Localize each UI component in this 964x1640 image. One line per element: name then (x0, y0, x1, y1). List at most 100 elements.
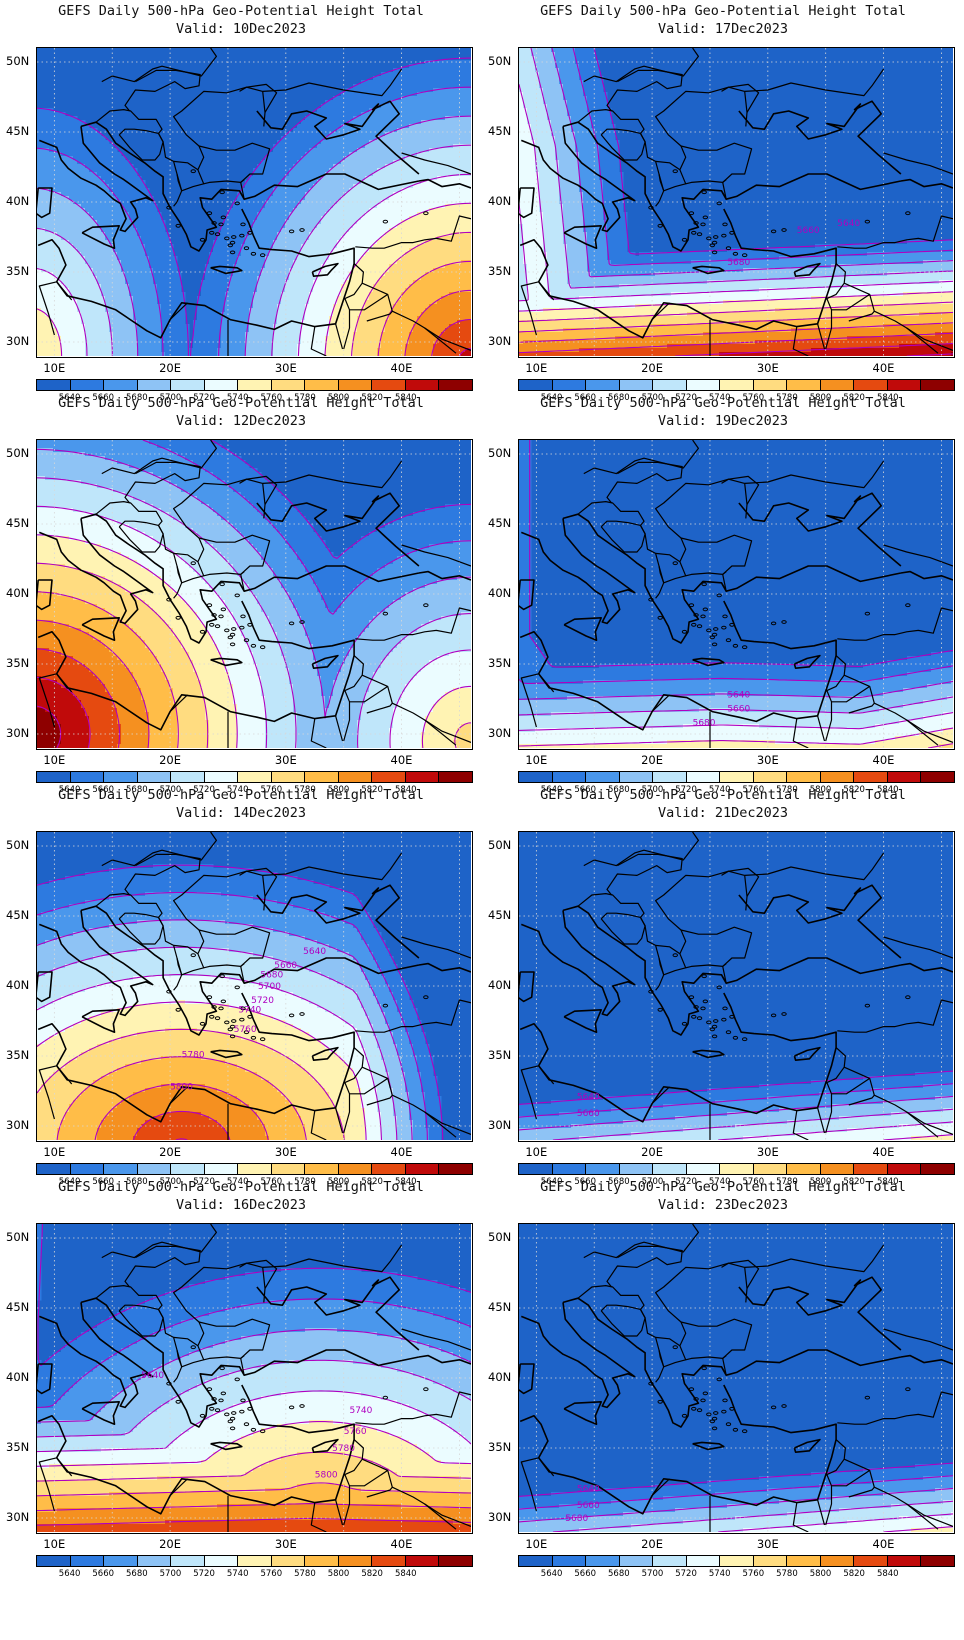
colorbar-swatch (171, 380, 205, 390)
island (288, 621, 295, 626)
coastline (37, 579, 53, 611)
coastline (562, 121, 902, 252)
lon-tick-label: 30E (275, 754, 297, 766)
colorbar-swatch (439, 1164, 472, 1174)
colorbar-tick-label: 5660 (574, 785, 596, 795)
island (209, 1014, 215, 1019)
country-border (837, 1391, 953, 1425)
country-border (310, 326, 327, 356)
island (672, 561, 678, 566)
colorbar-tick-label: 5720 (193, 1569, 215, 1579)
coastline (311, 654, 339, 669)
island (721, 233, 727, 238)
coastline (418, 178, 471, 189)
country-border (606, 1245, 683, 1288)
colorbar-swatch (171, 772, 205, 782)
colorbar-tick-label: 5680 (126, 393, 148, 403)
island (166, 205, 172, 210)
colorbar-swatch (271, 772, 306, 782)
island (681, 237, 688, 242)
island (691, 230, 697, 235)
island (299, 1012, 305, 1016)
colorbar-swatch (552, 1164, 587, 1174)
colorbar-swatch (204, 1164, 239, 1174)
country-border (825, 263, 846, 350)
colorbar-swatch (921, 1556, 954, 1566)
contour-value-label: 5640 (727, 691, 750, 701)
island (713, 1019, 719, 1023)
coastline (692, 1441, 725, 1451)
contour-value-label: 5680 (693, 719, 716, 729)
island (209, 1406, 215, 1411)
island (240, 1398, 246, 1403)
island (722, 222, 728, 227)
lat-tick-label: 35N (488, 265, 511, 277)
colorbar-tick-label: 5760 (260, 1177, 282, 1187)
colorbar (518, 771, 955, 783)
island (423, 1387, 429, 1392)
island (693, 613, 699, 617)
island (657, 1007, 663, 1012)
lat-tick-label: 45N (488, 1301, 511, 1313)
geopotential-map: 5640 5660 5680 (519, 440, 953, 748)
colorbar-swatch (586, 1164, 620, 1174)
colorbar-swatch (137, 772, 172, 782)
island (691, 1406, 697, 1411)
island (700, 614, 706, 619)
colorbar-tick-label: 5840 (395, 393, 417, 403)
colorbar-tick-label: 5760 (742, 1569, 764, 1579)
colorbar-tick-label: 5640 (59, 1569, 81, 1579)
island (219, 1366, 225, 1371)
coastline (521, 126, 636, 233)
graticule (37, 440, 471, 748)
colorbar-swatch (439, 380, 472, 390)
island (693, 221, 699, 225)
lat-tick-label: 50N (6, 1231, 29, 1243)
country-border (310, 1502, 327, 1532)
colorbar-swatch (171, 1164, 205, 1174)
country-border (38, 1457, 73, 1512)
lon-tick-label: 20E (641, 1146, 663, 1158)
country-border (883, 936, 953, 959)
contour-value-label: 5800 (170, 1083, 193, 1093)
country-border (837, 607, 953, 641)
island (224, 1412, 230, 1417)
colorbar-swatch (372, 772, 406, 782)
country-border (173, 552, 205, 584)
colorbar-swatch (238, 772, 272, 782)
country-border (817, 323, 826, 350)
colorbar-swatch (854, 1556, 888, 1566)
lon-tick-label: 30E (757, 1538, 779, 1550)
colorbar-swatch (720, 772, 754, 782)
colorbar-tick-label: 5840 (395, 785, 417, 795)
panel-title: GEFS Daily 500-hPa Geo-Potential Height … (482, 3, 964, 20)
country-border (655, 870, 748, 955)
island (229, 1034, 236, 1039)
island (259, 1429, 266, 1434)
island (214, 1016, 221, 1021)
coastline (210, 265, 243, 275)
colorbar-tick-label: 5780 (294, 785, 316, 795)
colorbar-swatch (338, 380, 373, 390)
country-border (169, 1086, 188, 1105)
country-border (583, 832, 699, 867)
colorbar-swatch (104, 772, 138, 782)
coastline (519, 579, 535, 611)
island (905, 1387, 911, 1392)
colorbar-swatch (271, 1164, 306, 1174)
coastline (39, 910, 154, 1017)
island (709, 243, 715, 248)
island (672, 169, 678, 174)
island (227, 1027, 233, 1032)
island (672, 953, 678, 958)
island (166, 1381, 172, 1386)
colorbar-tick-label: 5640 (59, 785, 81, 795)
island (234, 593, 240, 598)
country-border (848, 1094, 875, 1106)
island (729, 1014, 735, 1019)
country-border (744, 1244, 885, 1273)
coastline (418, 962, 471, 973)
country-border (124, 1245, 201, 1288)
lon-tick-label: 10E (43, 362, 65, 374)
island (214, 624, 221, 629)
